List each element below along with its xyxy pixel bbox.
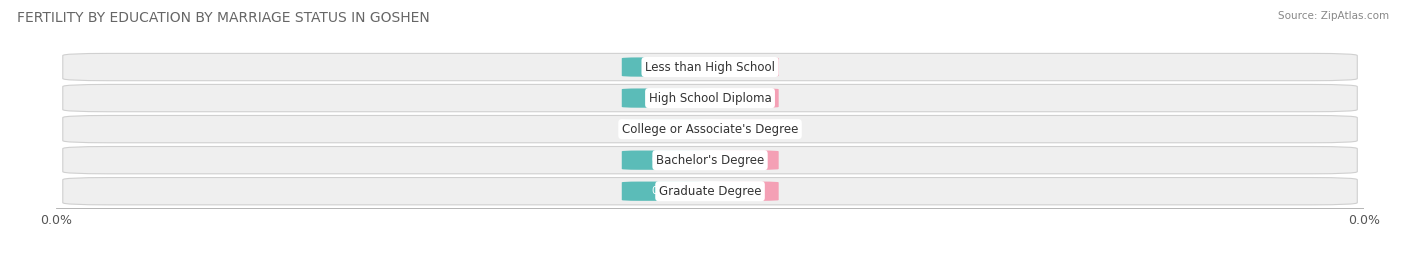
FancyBboxPatch shape [63,147,1357,174]
FancyBboxPatch shape [713,57,779,77]
FancyBboxPatch shape [713,89,779,108]
Text: Source: ZipAtlas.com: Source: ZipAtlas.com [1278,11,1389,21]
Text: 0.0%: 0.0% [651,186,678,196]
FancyBboxPatch shape [713,151,779,170]
Text: Graduate Degree: Graduate Degree [659,185,761,198]
FancyBboxPatch shape [621,151,707,170]
Text: Bachelor's Degree: Bachelor's Degree [657,154,763,167]
FancyBboxPatch shape [63,53,1357,81]
FancyBboxPatch shape [621,89,707,108]
FancyBboxPatch shape [63,178,1357,205]
Text: College or Associate's Degree: College or Associate's Degree [621,123,799,136]
FancyBboxPatch shape [621,119,707,139]
FancyBboxPatch shape [63,84,1357,112]
Text: FERTILITY BY EDUCATION BY MARRIAGE STATUS IN GOSHEN: FERTILITY BY EDUCATION BY MARRIAGE STATU… [17,11,430,25]
Text: 0.0%: 0.0% [651,93,678,103]
FancyBboxPatch shape [621,57,707,77]
Legend: Married, Unmarried: Married, Unmarried [619,264,801,269]
FancyBboxPatch shape [713,182,779,201]
Text: 0.0%: 0.0% [651,155,678,165]
Text: 0.0%: 0.0% [733,62,759,72]
Text: High School Diploma: High School Diploma [648,91,772,105]
Text: 0.0%: 0.0% [733,155,759,165]
FancyBboxPatch shape [621,182,707,201]
Text: 0.0%: 0.0% [651,62,678,72]
FancyBboxPatch shape [63,115,1357,143]
Text: Less than High School: Less than High School [645,61,775,73]
Text: 0.0%: 0.0% [651,124,678,134]
Text: 0.0%: 0.0% [733,124,759,134]
FancyBboxPatch shape [713,119,779,139]
Text: 0.0%: 0.0% [733,93,759,103]
Text: 0.0%: 0.0% [733,186,759,196]
